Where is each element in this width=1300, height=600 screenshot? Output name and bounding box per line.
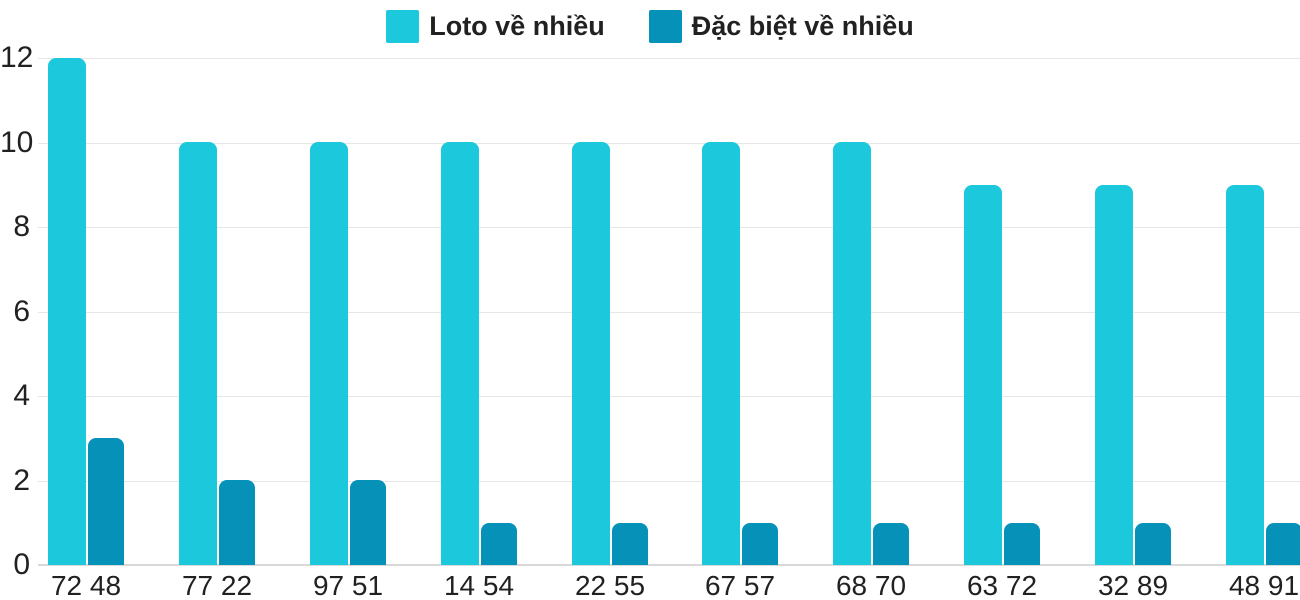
x-axis-label: 67 57 [704,570,776,600]
bar-dac-biet[interactable] [1004,523,1040,565]
bar-loto[interactable] [964,185,1002,565]
x-axis-label: 72 48 [50,570,122,600]
bar-loto[interactable] [441,142,479,565]
bar-loto[interactable] [833,142,871,565]
bar-dac-biet[interactable] [612,523,648,565]
gridline [38,58,1300,59]
x-axis-label: 63 72 [966,570,1038,600]
gridline [38,142,1300,144]
x-axis-label: 48 91 [1228,570,1300,600]
bar-dac-biet[interactable] [873,523,909,565]
y-axis-label: 10 [0,125,34,159]
bar-dac-biet[interactable] [481,523,517,565]
bar-loto[interactable] [1095,185,1133,565]
legend-label-loto: Loto về nhiều [429,11,605,41]
legend-item-dac-biet[interactable]: Đặc biệt về nhiều [648,10,914,43]
x-axis-label: 97 51 [312,570,384,600]
y-axis-label: 4 [13,379,30,412]
bar-dac-biet[interactable] [88,438,124,565]
legend-swatch-dac-biet [648,10,682,43]
gridline [38,396,1300,397]
y-axis-label: 12 [0,41,34,74]
legend-swatch-loto [386,10,420,43]
y-axis-label: 8 [13,210,30,243]
bar-loto[interactable] [1226,185,1264,565]
bar-dac-biet[interactable] [742,523,778,565]
x-axis-label: 14 54 [443,570,515,600]
x-axis-label: 77 22 [181,570,253,600]
legend-item-loto[interactable]: Loto về nhiều [386,10,605,43]
bar-loto[interactable] [179,142,217,565]
gridline [38,311,1300,313]
y-axis-label: 2 [13,463,30,497]
bar-dac-biet[interactable] [1266,523,1300,565]
x-axis-line [38,564,1300,566]
chart-legend: Loto về nhiều Đặc biệt về nhiều [0,10,1300,43]
x-axis-label: 68 70 [835,570,907,600]
bar-dac-biet[interactable] [350,480,386,565]
y-axis-label: 6 [13,294,30,328]
bar-loto[interactable] [572,142,610,565]
bar-loto[interactable] [702,142,740,565]
gridline [38,480,1300,482]
y-axis-label: 0 [13,548,30,581]
x-axis-label: 22 55 [574,570,646,600]
x-axis-label: 32 89 [1097,570,1169,600]
bar-loto[interactable] [310,142,348,565]
bar-dac-biet[interactable] [1135,523,1171,565]
bar-loto[interactable] [48,58,86,565]
bar-dac-biet[interactable] [219,480,255,565]
legend-label-dac-biet: Đặc biệt về nhiều [691,11,914,41]
gridline [38,227,1300,228]
